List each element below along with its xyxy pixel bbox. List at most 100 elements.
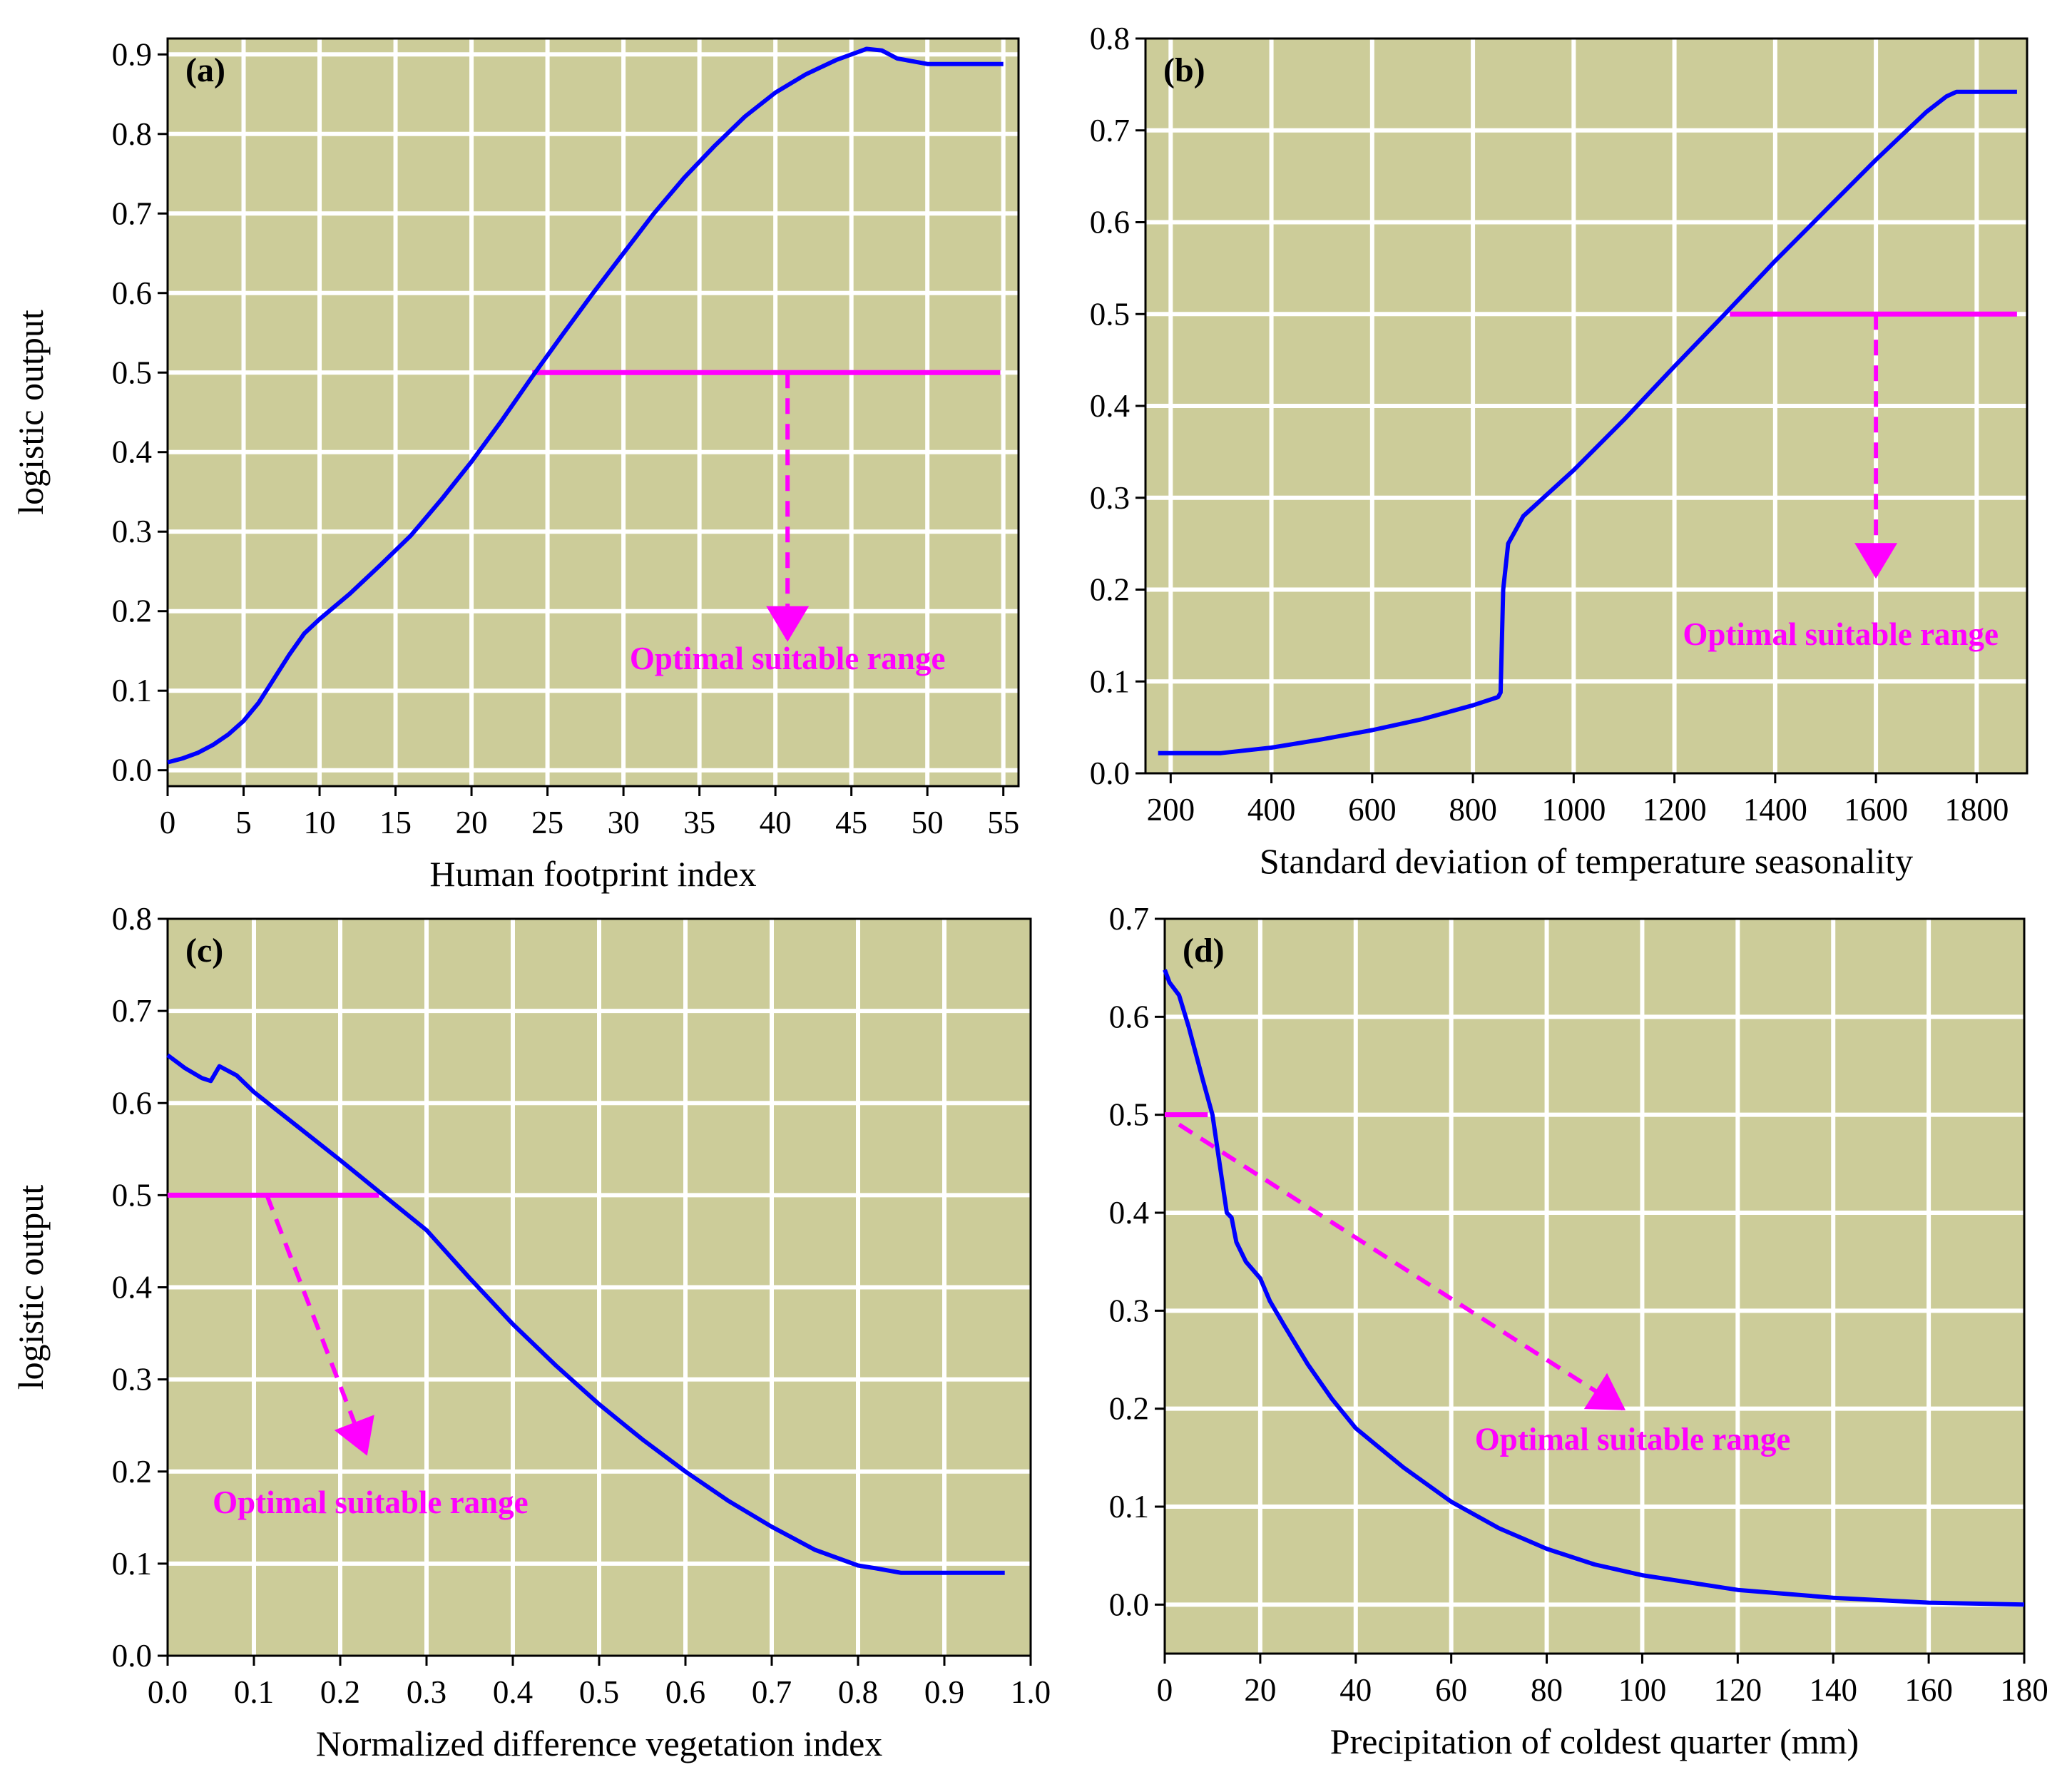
x-tick-label: 0.8: [838, 1674, 878, 1710]
y-axis-label: logistic output: [11, 1185, 51, 1390]
chart-panel-c: 0.0 0.1 0.2 0.3 0.4 0.5 0.6 0.7 0.8 0.9 1.0 0.0 0.1 0…: [11, 901, 1051, 1763]
chart-panel-a: 0 5 10 15 20 25 30 35 40 45 50 55 0.0 0.1 0.2 0.3 0.4 0.5…: [11, 36, 1020, 894]
x-axis-label: Human footprint index: [429, 854, 756, 894]
y-tick-label: 0.4: [1090, 388, 1130, 424]
x-tick-label: 25: [531, 805, 563, 840]
x-tick-label: 1800: [1944, 792, 2009, 828]
y-tick-label: 0.6: [112, 1085, 152, 1121]
chart-panel-b: 200 400 600 800 1000 1200 1400 1600 1800 0.0 0.1 0.…: [1090, 21, 2028, 881]
x-tick-label: 0: [1157, 1672, 1173, 1708]
annotation-arrow: [1178, 1122, 1626, 1411]
y-tick-label: 0.8: [112, 116, 152, 152]
x-tick-label: 600: [1348, 792, 1397, 828]
y-tick-label: 0.5: [112, 1177, 152, 1213]
panel-letter: (c): [185, 932, 223, 969]
panel-letter: (b): [1163, 51, 1205, 89]
x-tick-label: 160: [1904, 1672, 1953, 1708]
y-tick-label: 0.7: [112, 993, 152, 1029]
x-tick-label: 35: [683, 805, 715, 840]
x-tick-label: 50: [912, 805, 944, 840]
y-tick-label: 0.5: [112, 355, 152, 390]
chart-panel-d: 0 20 40 60 80 100 120 140 160 180 0.0 0.1 0.2 0.3 0.4 0…: [1109, 901, 2048, 1761]
x-axis-label: Normalized difference vegetation index: [316, 1724, 883, 1763]
x-tick-label: 0.7: [752, 1674, 792, 1710]
x-tick-label: 180: [2000, 1672, 2048, 1708]
y-tick-label: 0.2: [112, 594, 152, 629]
x-tick-label: 120: [1714, 1672, 1762, 1708]
x-axis-label: Standard deviation of temperature season…: [1260, 841, 1913, 881]
x-tick-label: 800: [1449, 792, 1497, 828]
y-tick-label: 0.7: [1090, 113, 1130, 148]
x-tick-label: 1200: [1643, 792, 1707, 828]
x-tick-label: 0.4: [493, 1674, 533, 1710]
x-tick-label: 1000: [1541, 792, 1606, 828]
y-tick-label: 0.3: [112, 1362, 152, 1398]
x-tick-label: 20: [456, 805, 488, 840]
y-tick-label: 0.3: [112, 514, 152, 549]
x-tick-label: 45: [835, 805, 867, 840]
data-series-line: [167, 46, 1004, 765]
x-tick-label: 100: [1618, 1672, 1667, 1708]
y-tick-label: 0.7: [112, 195, 152, 231]
y-tick-label: 0.9: [112, 36, 152, 72]
y-tick-label: 0.5: [1090, 296, 1130, 332]
x-tick-label: 0.9: [924, 1674, 964, 1710]
y-tick-label: 0.6: [1090, 205, 1130, 240]
x-tick-label: 60: [1435, 1672, 1467, 1708]
y-tick-label: 0.8: [1090, 21, 1130, 56]
y-tick-label: 0.3: [1109, 1293, 1149, 1328]
x-tick-label: 55: [987, 805, 1019, 840]
x-tick-label: 15: [379, 805, 412, 840]
data-series-line: [1163, 969, 2025, 1607]
x-tick-label: 40: [760, 805, 792, 840]
panel-letter: (d): [1183, 932, 1225, 969]
y-tick-label: 0.5: [1109, 1097, 1149, 1133]
y-tick-label: 0.1: [1109, 1489, 1149, 1524]
x-tick-label: 0: [160, 805, 176, 840]
y-tick-label: 0.1: [112, 673, 152, 708]
annotation-text: Optimal suitable range: [1475, 1421, 1791, 1457]
x-tick-label: 20: [1244, 1672, 1276, 1708]
data-series-line: [166, 1053, 1005, 1575]
plot-background: [168, 39, 1019, 786]
x-tick-label: 0.3: [407, 1674, 446, 1710]
plot-frame: [166, 37, 1020, 788]
y-tick-label: 0.4: [112, 1270, 152, 1305]
y-tick-label: 0.0: [112, 753, 152, 788]
x-tick-label: 1.0: [1011, 1674, 1051, 1710]
y-tick-label: 0.1: [112, 1546, 152, 1582]
x-tick-label: 400: [1247, 792, 1296, 828]
y-tick-label: 0.6: [112, 275, 152, 311]
y-tick-label: 0.0: [1109, 1587, 1149, 1622]
plot-background: [1165, 919, 2024, 1654]
y-tick-label: 0.4: [1109, 1195, 1149, 1231]
panel-letter: (a): [185, 51, 225, 89]
x-tick-label: 0.0: [148, 1674, 188, 1710]
y-tick-label: 0.4: [112, 434, 152, 470]
x-tick-label: 1600: [1844, 792, 1908, 828]
y-tick-label: 0.2: [112, 1454, 152, 1490]
x-tick-label: 1400: [1743, 792, 1807, 828]
y-tick-label: 0.6: [1109, 999, 1149, 1034]
y-tick-label: 0.0: [1090, 755, 1130, 791]
x-axis-label: Precipitation of coldest quarter (mm): [1330, 1721, 1859, 1761]
x-tick-label: 0.1: [234, 1674, 274, 1710]
x-tick-label: 0.2: [320, 1674, 360, 1710]
y-tick-label: 0.7: [1109, 901, 1149, 937]
x-tick-label: 200: [1147, 792, 1195, 828]
annotation-text: Optimal suitable range: [213, 1485, 529, 1520]
x-tick-label: 140: [1809, 1672, 1857, 1708]
x-tick-label: 30: [608, 805, 640, 840]
annotation-text: Optimal suitable range: [630, 641, 946, 676]
y-tick-label: 0.3: [1090, 480, 1130, 516]
plot-frame: [1163, 917, 2026, 1655]
y-axis-label: logistic output: [11, 310, 51, 515]
x-tick-label: 0.5: [579, 1674, 619, 1710]
y-tick-label: 0.2: [1090, 572, 1130, 608]
y-tick-label: 0.0: [112, 1638, 152, 1674]
x-tick-label: 5: [235, 805, 252, 840]
y-tick-label: 0.2: [1109, 1391, 1149, 1427]
annotation-text: Optimal suitable range: [1683, 616, 1999, 652]
x-tick-label: 80: [1531, 1672, 1563, 1708]
